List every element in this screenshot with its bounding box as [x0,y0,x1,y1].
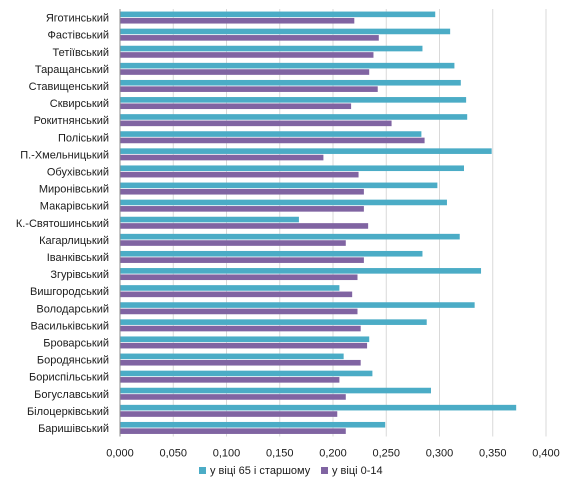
bar-65plus [120,79,461,86]
category-label: Яготинський [46,13,109,25]
bar-65plus [120,302,475,308]
bar-0-14 [120,411,338,417]
bar-65plus [120,62,455,69]
bar-0-14 [120,291,353,298]
bar-65plus [120,45,423,52]
category-label: Згурівський [50,269,109,281]
x-tick-label: 0,050 [159,448,187,460]
bar-0-14 [120,69,370,75]
x-tick-labels: 0,000 0,050 0,100 0,150 0,200 0,250 0,300 0,350… [106,448,560,460]
category-labels: Яготинський Фастівський Тетіївський Таращан… [16,13,109,435]
category-label: Вишгородський [30,286,109,298]
bar-65plus [120,421,386,428]
bar-0-14 [120,103,352,110]
category-label: Богуславський [34,389,109,401]
bar-0-14 [120,188,364,195]
bar-0-14 [120,274,358,281]
legend: у віці 65 і старшому у віці 0-14 [199,465,383,477]
bar-0-14 [120,240,346,246]
x-tick-label: 0,300 [426,448,454,460]
legend-label-0-14: у віці 0-14 [332,465,383,477]
category-label: Володарський [36,303,109,315]
category-label: Ставищенський [29,81,109,93]
bar-0-14 [120,223,369,229]
bar-0-14 [120,52,374,58]
bar-65plus [120,97,467,103]
x-tick-label: 0,150 [266,448,294,460]
x-tick-label: 0,200 [319,448,347,460]
bar-0-14 [120,137,425,144]
category-label: Поліський [58,132,109,144]
bar-65plus [120,233,460,240]
bar-0-14 [120,428,346,434]
bar-0-14 [120,154,324,161]
bar-65plus [120,404,517,411]
category-label: П.-Хмельницький [20,149,109,161]
bar-65plus [120,11,436,18]
category-label: Бориспільський [29,372,109,384]
category-label: Баришівський [38,423,109,435]
bar-0-14 [120,35,379,41]
bar-65plus [120,250,423,257]
category-label: Макарівський [40,201,109,213]
bar-0-14 [120,120,392,127]
category-label: Миронівський [39,184,109,196]
x-tick-label: 0,250 [372,448,400,460]
bar-0-14 [120,171,359,178]
category-label: Обухівський [47,166,109,178]
bar-65plus [120,285,340,291]
bar-65plus [120,268,482,274]
category-label: Бородянський [37,355,109,367]
bar-65plus [120,336,370,343]
category-label: Броварський [43,337,109,349]
bar-65plus [120,114,468,120]
legend-swatch-0-14 [321,467,328,474]
bar-0-14 [120,86,378,92]
bar-65plus [120,165,464,172]
bar-65plus [120,387,431,394]
category-label: Сквирський [50,98,109,110]
bar-0-14 [120,377,340,383]
bar-0-14 [120,308,358,315]
legend-label-65plus: у віці 65 і старшому [210,465,311,477]
category-label: Рокитнянський [34,115,109,127]
bar-0-14 [120,342,368,349]
legend-swatch-65plus [199,467,206,474]
bar-0-14 [120,325,361,332]
bar-65plus [120,182,438,189]
bar-0-14 [120,257,364,263]
bars [120,11,517,434]
bar-0-14 [120,394,346,400]
bar-65plus [120,131,422,137]
category-label: Кагарлицький [39,235,109,247]
bar-65plus [120,28,451,35]
x-tick-label: 0,100 [213,448,241,460]
bar-65plus [120,353,344,360]
bar-0-14 [120,17,355,24]
category-label: К.-Святошинський [16,218,109,230]
category-label: Таращанський [35,64,109,76]
x-tick-label: 0,350 [479,448,507,460]
x-tick-label: 0,400 [532,448,560,460]
bar-0-14 [120,206,364,212]
bar-0-14 [120,359,361,366]
category-label: Білоцерківський [27,406,109,418]
bar-65plus [120,370,373,377]
category-label: Васильківський [30,320,109,332]
bar-65plus [120,199,447,206]
category-label: Тетіївський [53,47,109,59]
bar-65plus [120,216,299,223]
category-label: Іванківський [47,252,109,264]
bar-65plus [120,319,427,325]
x-tick-label: 0,000 [106,448,134,460]
bar-65plus [120,148,492,154]
category-label: Фастівський [47,30,109,42]
